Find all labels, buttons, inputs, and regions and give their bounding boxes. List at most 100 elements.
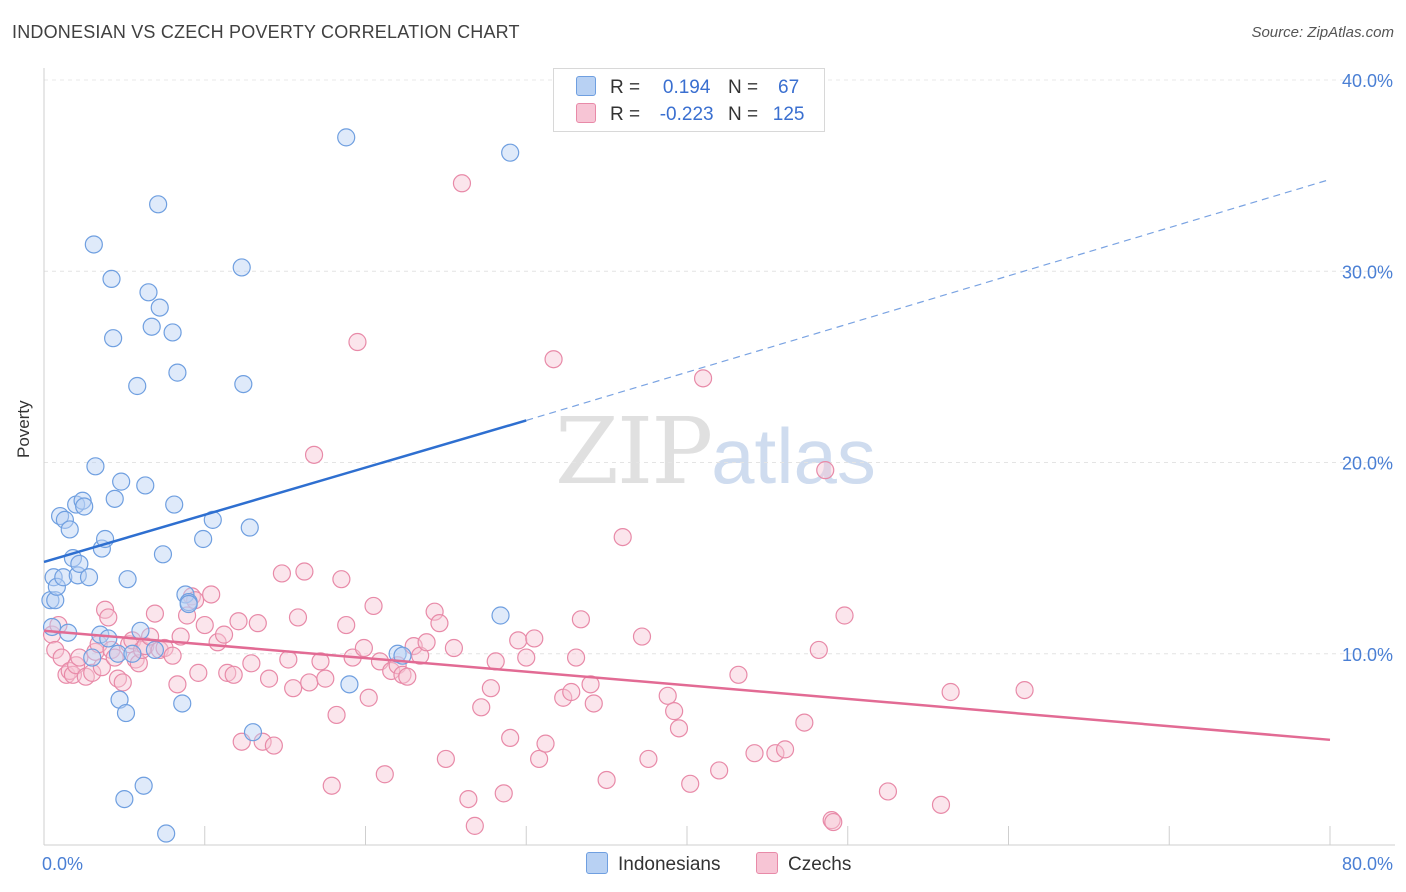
indonesians-point-48 <box>173 694 192 713</box>
indonesians-point-35 <box>131 621 150 640</box>
y-tick-label-2: 30.0% <box>1342 262 1393 282</box>
indonesians-points <box>41 128 520 843</box>
czechs-point-100 <box>584 694 603 713</box>
czechs-trend-line <box>43 629 1331 742</box>
indonesians-point-7 <box>55 510 74 529</box>
czechs-point-99 <box>581 675 600 694</box>
indonesians-point-57 <box>243 723 263 742</box>
czechs-point-60 <box>327 705 346 725</box>
indonesians-point-3 <box>46 591 65 610</box>
legend-r-value-czechs: -0.223 <box>659 104 714 125</box>
czechs-point-55 <box>300 673 319 692</box>
indonesians-point-41 <box>149 195 168 214</box>
czechs-point-101 <box>597 770 616 790</box>
czechs-point-15 <box>99 608 118 627</box>
czechs-point-30 <box>163 646 182 665</box>
y-tick-label-3: 40.0% <box>1342 71 1393 91</box>
czechs-point-112 <box>745 744 764 763</box>
indonesians-point-42 <box>150 298 169 317</box>
indonesians-point-12 <box>68 566 87 585</box>
czechs-point-43 <box>229 612 248 631</box>
czechs-point-77 <box>425 602 444 621</box>
czechs-point-84 <box>472 698 491 717</box>
y-axis-label: Poverty <box>14 400 33 458</box>
legend-swatch-indonesians <box>576 76 596 96</box>
czechs-point-19 <box>113 673 132 692</box>
czechs-point-87 <box>494 784 513 803</box>
indonesians-trend-extension <box>526 178 1331 421</box>
czechs-point-83 <box>465 816 484 835</box>
czechs-point-47 <box>253 732 272 751</box>
czechs-point-106 <box>665 702 684 721</box>
czechs-point-82 <box>459 789 478 809</box>
trend-lines <box>43 178 1331 742</box>
czechs-point-31 <box>168 675 187 694</box>
czechs-point-62 <box>337 615 356 635</box>
czechs-point-69 <box>375 765 394 784</box>
indonesians-point-56 <box>234 374 253 394</box>
indonesians-point-9 <box>60 520 79 539</box>
czechs-point-59 <box>322 776 341 795</box>
x-tick-label-0: 0.0% <box>42 854 83 874</box>
czechs-point-27 <box>145 604 165 623</box>
czechs-point-80 <box>444 638 464 658</box>
czechs-point-122 <box>931 795 951 814</box>
czechs-points <box>42 174 1034 835</box>
grid <box>44 79 1395 655</box>
indonesians-point-43 <box>153 545 173 564</box>
czechs-point-119 <box>824 812 843 832</box>
czechs-point-10 <box>83 663 102 682</box>
indonesians-point-45 <box>163 323 182 342</box>
czechs-point-120 <box>835 606 854 625</box>
legend-n-value-indonesians: 67 <box>778 77 800 98</box>
czechs-point-23 <box>129 654 148 673</box>
czechs-point-78 <box>430 614 449 633</box>
czechs-point-76 <box>417 633 436 652</box>
czechs-point-123 <box>941 682 960 702</box>
czechs-point-45 <box>242 654 261 673</box>
legend-n-label: N = <box>727 104 759 125</box>
indonesians-point-16 <box>79 568 99 587</box>
indonesians-point-40 <box>145 640 165 660</box>
indonesians-point-17 <box>83 648 102 667</box>
indonesians-point-38 <box>139 283 158 302</box>
legend-row-indonesians: R = 0.194 N = 67 <box>576 76 809 98</box>
indonesians-point-32 <box>118 570 137 589</box>
indonesians-point-39 <box>142 317 161 336</box>
czechs-point-13 <box>92 658 111 677</box>
stats-legend: R = 0.194 N = 67 R = -0.223 N = 125 <box>553 68 825 132</box>
czechs-point-79 <box>436 749 455 769</box>
watermark-zip: ZIP <box>555 398 713 505</box>
czechs-point-65 <box>354 638 373 658</box>
czechs-point-104 <box>639 749 658 769</box>
czechs-point-48 <box>259 669 279 688</box>
indonesians-point-25 <box>104 329 123 348</box>
bottom-legend-indonesians: Indonesians <box>586 852 720 876</box>
indonesians-point-63 <box>501 143 520 162</box>
bottom-legend-swatch-indonesians <box>586 852 608 874</box>
tick-labels: 10.0% 20.0% 30.0% 40.0% 0.0% 80.0% <box>42 71 1393 874</box>
indonesians-point-33 <box>123 644 142 663</box>
czechs-point-105 <box>658 686 677 705</box>
watermark: ZIPatlas <box>555 398 876 505</box>
czechs-point-8 <box>70 648 89 667</box>
czechs-point-50 <box>272 564 292 583</box>
indonesians-point-15 <box>75 497 94 516</box>
legend-n-label: N = <box>727 77 759 98</box>
indonesians-point-44 <box>157 824 176 843</box>
czechs-point-85 <box>481 679 500 698</box>
indonesians-point-30 <box>115 789 134 809</box>
czechs-point-117 <box>816 461 835 480</box>
indonesians-point-13 <box>70 554 89 573</box>
czechs-point-42 <box>224 665 243 684</box>
czechs-point-107 <box>669 719 689 738</box>
czechs-point-121 <box>878 782 898 801</box>
indonesians-point-18 <box>84 235 103 254</box>
watermark-atlas: atlas <box>711 412 876 500</box>
indonesians-point-31 <box>116 703 136 723</box>
czechs-point-66 <box>359 688 378 707</box>
legend-swatch-czechs <box>576 103 596 123</box>
indonesians-point-29 <box>112 472 131 491</box>
y-tick-label-0: 10.0% <box>1342 645 1393 665</box>
